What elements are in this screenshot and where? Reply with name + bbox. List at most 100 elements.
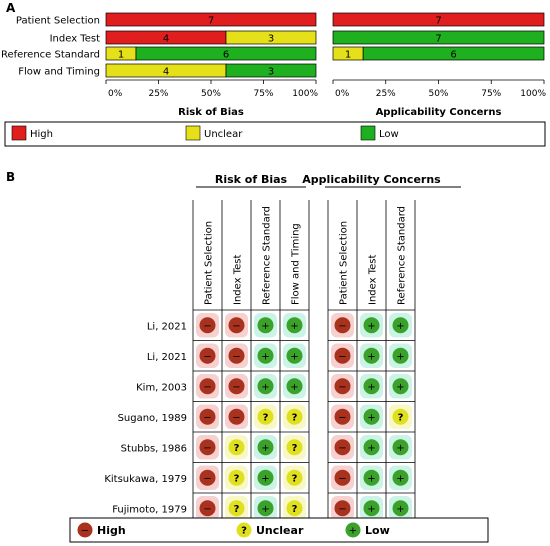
judgement-dot-high (334, 347, 351, 364)
judgement-dot-low (257, 378, 274, 395)
judgement-dot-low (286, 317, 303, 334)
x-tick-label: 75% (253, 89, 273, 99)
study-label: Fujimoto, 1979 (112, 504, 187, 515)
judgement-dot-high (199, 408, 216, 425)
judgement-dot-unclear (228, 439, 245, 456)
risk-of-bias-table: Risk of Bias Applicability Concerns Patien… (104, 173, 461, 524)
legend-a-frame (4, 121, 546, 147)
judgement-symbol: − (203, 473, 211, 484)
group-header-applicability: Applicability Concerns (302, 173, 441, 186)
judgement-symbol: + (396, 321, 404, 332)
judgement-symbol: − (232, 351, 240, 362)
judgement-dot-low (392, 317, 409, 334)
judgement-dot-low (363, 317, 380, 334)
study-label: Sugano, 1989 (118, 413, 187, 424)
judgement-symbol: + (396, 443, 404, 454)
judgement-dot-high (228, 317, 245, 334)
rob-bar-segment-unclear (225, 30, 317, 45)
judgement-dot-high (334, 408, 351, 425)
column-header: Flow and Timing (291, 223, 302, 305)
judgement-dot-unclear (286, 439, 303, 456)
judgement-dot-high (199, 439, 216, 456)
judgement-dot-unclear (392, 408, 409, 425)
column-header: Index Test (368, 255, 379, 305)
legend-a: High Unclear Low (4, 121, 546, 147)
judgement-symbol: ? (234, 473, 240, 484)
column-header: Index Test (233, 255, 244, 305)
segment-count-label: 6 (450, 50, 456, 61)
x-tick-label: 25% (148, 89, 168, 99)
judgement-dot-low (363, 347, 380, 364)
legend-a-unclear-label: Unclear (204, 129, 243, 140)
judgement-symbol: − (338, 504, 346, 515)
judgement-dot-low (257, 500, 274, 517)
judgement-symbol: ? (292, 443, 298, 454)
judgement-symbol: − (203, 504, 211, 515)
study-label: Stubbs, 1986 (121, 443, 187, 454)
judgement-dot-low (363, 408, 380, 425)
judgement-dot-low (363, 378, 380, 395)
judgement-symbol: − (338, 382, 346, 393)
x-tick-label: 50% (201, 89, 221, 99)
judgement-dot-low (257, 469, 274, 486)
legend-b-unclear-label: Unclear (256, 524, 304, 537)
segment-count-label: 1 (118, 50, 124, 61)
judgement-symbol: + (290, 382, 298, 393)
x-tick-label: 0% (108, 89, 123, 99)
judgement-dot-low (392, 469, 409, 486)
segment-count-label: 6 (223, 50, 229, 61)
judgement-symbol: − (338, 443, 346, 454)
judgement-dot-low (363, 500, 380, 517)
judgement-symbol: + (261, 473, 269, 484)
column-header: Reference Standard (397, 206, 408, 305)
group-header-risk-of-bias: Risk of Bias (215, 173, 288, 186)
segment-count-label: 3 (268, 67, 274, 78)
judgement-symbol: + (367, 504, 375, 515)
rob-bar-segment-high (105, 12, 317, 27)
judgement-dot-low (363, 469, 380, 486)
judgement-dot-low (392, 500, 409, 517)
judgement-dot-high (199, 317, 216, 334)
legend-a-unclear-swatch (185, 125, 201, 141)
legend-b: − High ? Unclear + Low (69, 517, 489, 543)
judgement-symbol: + (367, 351, 375, 362)
judgement-dot-low (392, 439, 409, 456)
judgement-symbol: + (261, 321, 269, 332)
judgement-dot-high (334, 378, 351, 395)
applicability-concerns-summary-chart: 7 7 1 6 0% 25% 50% 75% 100% Applicability Concern… (332, 12, 546, 118)
panel-a-label: A (6, 1, 16, 15)
chart-title: Applicability Concerns (376, 107, 502, 118)
legend-b-low-label: Low (365, 524, 390, 537)
legend-b-high-dot (77, 522, 93, 538)
judgement-symbol: − (232, 382, 240, 393)
judgement-symbol: − (338, 412, 346, 423)
judgement-dot-low (286, 347, 303, 364)
legend-b-low-dot (345, 522, 361, 538)
judgement-symbol: + (261, 351, 269, 362)
segment-count-label: 1 (345, 50, 351, 61)
segment-count-label: 7 (435, 16, 441, 27)
study-label: Kim, 2003 (136, 382, 187, 393)
judgement-dot-unclear (228, 469, 245, 486)
column-header: Reference Standard (262, 206, 273, 305)
judgement-symbol: + (290, 351, 298, 362)
risk-of-bias-summary-chart: Patient Selection 7 Index Test 4 3 Reference … (1, 12, 318, 118)
judgement-symbol: + (367, 473, 375, 484)
rob-bar-segment-low (225, 63, 317, 78)
judgement-symbol: ? (263, 412, 269, 423)
judgement-symbol: + (261, 504, 269, 515)
judgement-symbol: + (261, 443, 269, 454)
judgement-dot-low (286, 378, 303, 395)
study-label: Li, 2021 (147, 321, 187, 332)
judgement-dot-high (228, 378, 245, 395)
judgement-symbol: − (338, 321, 346, 332)
segment-count-label: 4 (163, 67, 169, 78)
x-tick-label: 75% (481, 89, 501, 99)
judgement-dot-high (228, 347, 245, 364)
judgement-dot-low (257, 439, 274, 456)
judgement-symbol: + (367, 321, 375, 332)
ac-bar-segment-low (332, 30, 545, 45)
judgement-symbol: − (203, 321, 211, 332)
panel-b-label: B (6, 170, 15, 184)
